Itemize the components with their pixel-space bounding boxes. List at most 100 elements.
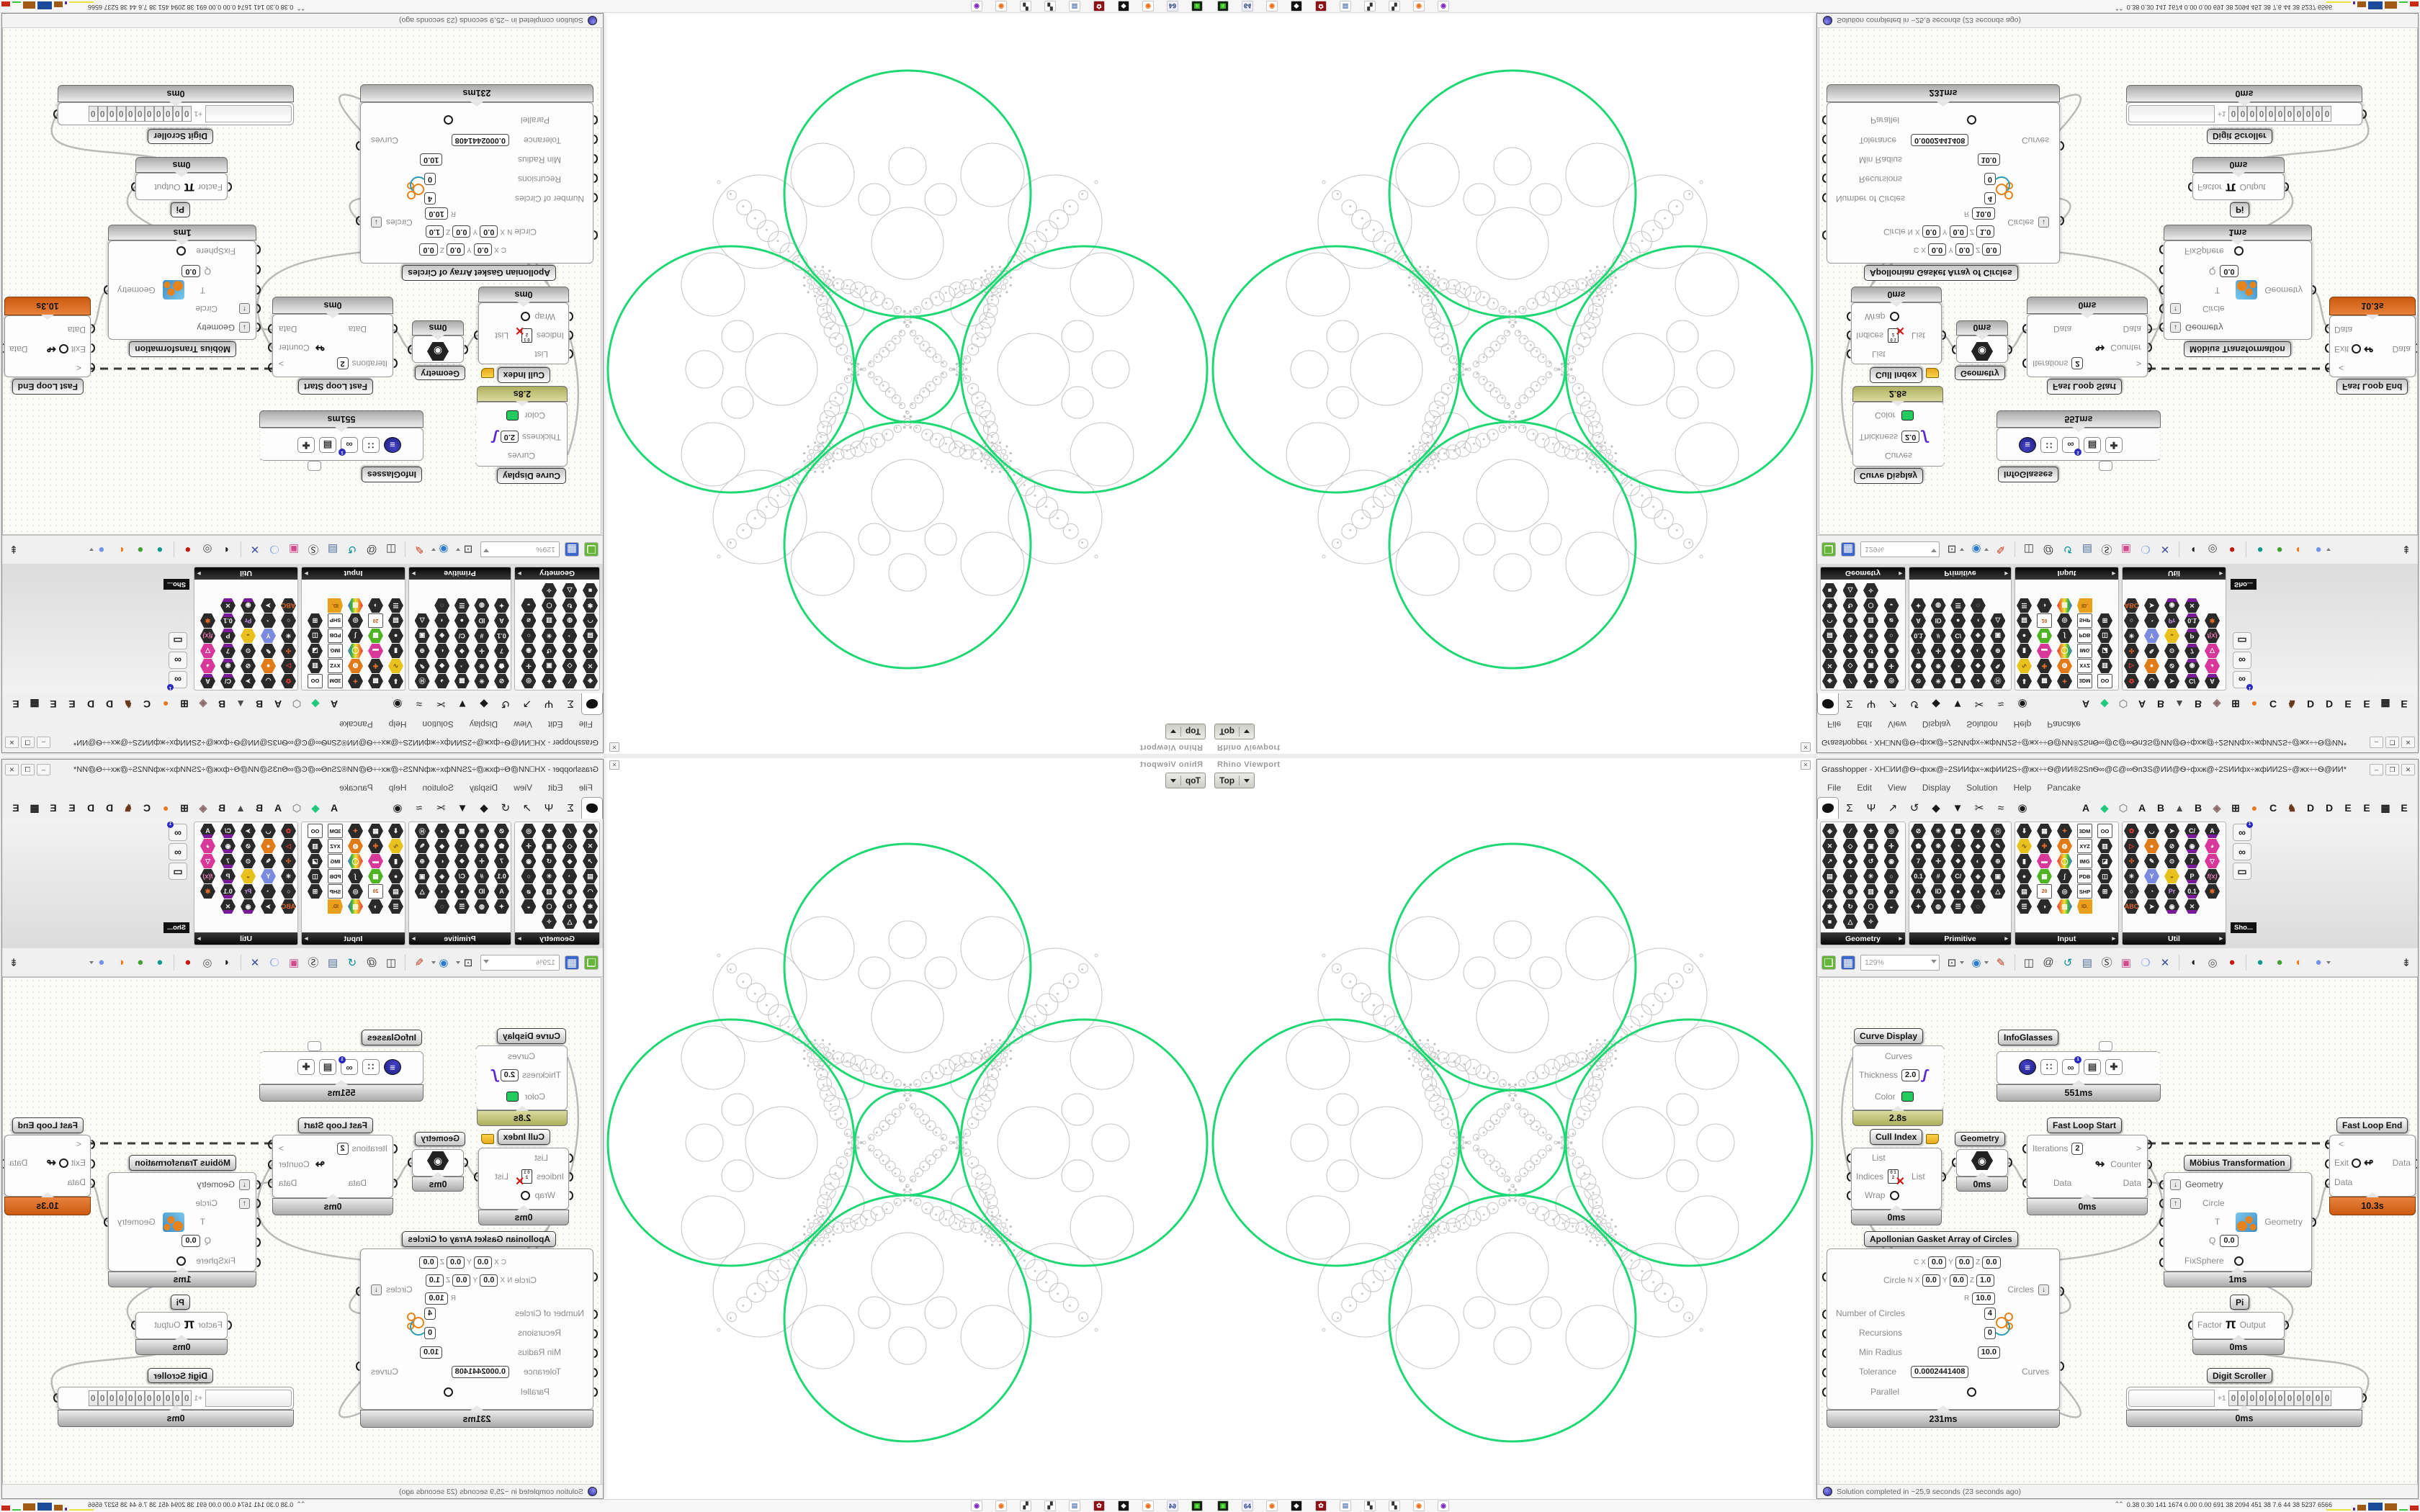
plugin-tab-8[interactable]: ⊞ (180, 801, 189, 814)
component-icon-primitive-0[interactable]: ⊘ (1911, 674, 1926, 688)
menu-help[interactable]: Help (2013, 783, 2032, 793)
component-icon-input-26[interactable]: ◑ (368, 899, 383, 914)
component-icon-primitive-19[interactable]: ▣ (415, 629, 430, 643)
menu-edit[interactable]: Edit (547, 783, 563, 793)
digit-cell-2[interactable]: 0 (163, 106, 173, 122)
sketch-quill-icon[interactable]: ✎ (1996, 956, 2006, 969)
category-tab-1[interactable]: Ψ (544, 801, 554, 814)
component-icon-geometry-5[interactable]: ◇ (1842, 839, 1858, 853)
gh-node-canvas[interactable]: Curve Display Curves Thickness 2.0 ∫ Col… (1819, 27, 2418, 535)
component-icon-util-1[interactable]: ◡ (261, 674, 276, 688)
component-icon-geometry-4[interactable]: ✕ (1822, 839, 1837, 853)
component-icon-primitive-10[interactable]: 7 (494, 854, 509, 868)
component-icon-primitive-13[interactable]: ◐ (1971, 644, 1986, 658)
component-icon-primitive-3[interactable]: ◕ (1971, 674, 1986, 688)
panel-label-util[interactable]: Util ▸ (194, 932, 297, 945)
component-icon-primitive-1[interactable]: ✳ (1930, 824, 1946, 838)
component-icon-util-18[interactable]: P (2184, 629, 2200, 643)
component-icon-geometry-24[interactable]: ■ (1822, 583, 1837, 598)
node-fast-loop-end[interactable]: < Exit ↫ Data Data (4, 315, 91, 377)
save-file-icon[interactable]: ▦ (1841, 542, 1855, 557)
digit-cell-3[interactable]: 0 (153, 106, 163, 122)
component-icon-input-16[interactable]: ▦ (2037, 629, 2052, 643)
component-icon-geometry-8[interactable]: ↗ (1822, 644, 1837, 658)
node-label-geometry[interactable]: Geometry (415, 1132, 465, 1146)
component-icon-util-28[interactable]: ✕ (220, 598, 236, 613)
component-icon-input-22[interactable]: ◎ (2057, 884, 2072, 899)
component-icon-primitive-22[interactable]: ● (1950, 613, 1966, 628)
component-icon-input-7[interactable]: ◍ (2057, 839, 2072, 853)
plugin-tab-9[interactable]: ● (2251, 698, 2258, 710)
component-icon-input-12[interactable]: ◯ (348, 854, 363, 868)
plugin-tab-16[interactable]: ▦ (2380, 698, 2390, 711)
panel-label-input[interactable]: Input ▸ (302, 932, 405, 945)
plugin-tab-3[interactable]: A (274, 802, 282, 814)
port-in-exit[interactable] (2325, 1159, 2329, 1169)
gh-titlebar[interactable]: Grasshopper - ХН⎕ИИ@Ѳ÷фхж@÷2SИИфх÷жфИИ2S… (1817, 732, 2418, 752)
component-icon-util-27[interactable]: ◉ (2164, 598, 2179, 613)
node-fast-loop-start[interactable]: Iterations 2 > ↬ Counter Data Data (2022, 1135, 2152, 1198)
node-cull-index[interactable]: List Indices 0 1 2 ✕ List Wrap (1851, 302, 1942, 364)
component-icon-util-19[interactable]: f(x) (2205, 629, 2220, 643)
component-icon-input-25[interactable]: ☰ (2017, 598, 2032, 613)
toolbar-scroll-more-icon[interactable]: ⇟ (9, 956, 19, 969)
component-icon-geometry-10[interactable]: ↺ (542, 854, 557, 868)
fixsphere-toggle[interactable] (176, 1256, 187, 1266)
component-icon-geometry-22[interactable]: ⬡ (1863, 899, 1878, 914)
digit-scroller-slider[interactable] (205, 105, 292, 122)
floppy64-icon[interactable]: 64 (1167, 1, 1178, 12)
port-in-number-of-circles[interactable] (1822, 1310, 1827, 1319)
zen-browser-icon[interactable]: ◉ (1438, 1500, 1449, 1511)
component-icon-input-12[interactable]: ◯ (2057, 854, 2072, 868)
component-icon-primitive-11[interactable]: ✛ (1930, 854, 1946, 868)
component-icon-primitive-18[interactable]: ◈ (434, 869, 449, 883)
component-icon-primitive-22[interactable]: ● (454, 613, 470, 628)
node-label-geometry[interactable]: Geometry (1955, 1132, 2005, 1146)
component-icon-input-24[interactable]: ⊞ (2097, 613, 2112, 628)
component-icon-input-26[interactable]: ◑ (2037, 899, 2052, 914)
plugin-tab-0[interactable]: A (330, 802, 339, 814)
exit-toggle[interactable] (2352, 344, 2362, 354)
component-icon-util-19[interactable]: f(x) (200, 629, 215, 643)
digit-cell-10[interactable]: 0 (2322, 1390, 2332, 1406)
node-label-fast-loop-start[interactable]: Fast Loop Start (2047, 1117, 2123, 1133)
component-icon-util-27[interactable]: ◉ (2164, 899, 2179, 914)
component-icon-input-25[interactable]: ☰ (2017, 899, 2032, 914)
node-infoglasses[interactable]: ≡ ∷ ∞ 1 ▤ ✚ (259, 428, 424, 461)
category-tab-2[interactable]: ↗ (1888, 802, 1898, 814)
component-icon-primitive-26[interactable]: ◍ (474, 899, 489, 914)
component-icon-primitive-26[interactable]: ◍ (1930, 899, 1946, 914)
component-icon-util-9[interactable]: ◕ (2205, 839, 2220, 853)
mail-at-icon[interactable]: @ (2043, 544, 2054, 556)
category-tab-7[interactable]: ≈ (1997, 698, 2004, 711)
component-icon-primitive-27[interactable]: ☰ (1950, 598, 1966, 613)
component-icon-input-8[interactable]: XYZ (2077, 659, 2092, 673)
component-icon-util-13[interactable]: 7 (2184, 854, 2200, 868)
component-icon-geometry-1[interactable]: ∕ (1842, 824, 1858, 838)
menu-solution[interactable]: Solution (1966, 783, 1998, 793)
extra-icon-0[interactable]: ∞ 1 (2233, 822, 2253, 841)
node-label-infoglasses[interactable]: InfoGlasses (1998, 467, 2059, 482)
component-icon-input-13[interactable]: IMG (2077, 644, 2092, 658)
maximize-icon[interactable]: ❐ (2385, 737, 2399, 748)
blue-sphere-icon[interactable]: ● (98, 956, 105, 968)
firefox-icon[interactable]: ◉ (1266, 1500, 1278, 1511)
component-icon-primitive-23[interactable]: ◖ (1971, 613, 1986, 628)
component-icon-geometry-2[interactable]: ✦ (1863, 674, 1878, 688)
category-tab-2[interactable]: ↗ (522, 698, 532, 710)
component-icon-primitive-27[interactable]: ☰ (454, 899, 470, 914)
node-label-mobius[interactable]: Möbius Transformation (129, 341, 236, 357)
component-icon-primitive-12[interactable]: ❖ (1950, 854, 1966, 868)
preview-icon[interactable]: ◉ (1971, 956, 1981, 969)
component-icon-util-28[interactable]: ✕ (2184, 598, 2200, 613)
plugin-tab-14[interactable]: E (2344, 698, 2352, 710)
open-file-icon[interactable]: ❏ (1821, 955, 1836, 970)
node-label-curve-display[interactable]: Curve Display (496, 468, 566, 484)
component-icon-geometry-22[interactable]: ⬡ (1863, 598, 1878, 613)
component-icon-util-18[interactable]: P (220, 869, 236, 883)
maximize-icon[interactable]: ❐ (21, 737, 35, 748)
port-in-geometry[interactable] (1952, 1158, 1956, 1167)
component-icon-util-0[interactable]: ✿ (2124, 674, 2139, 688)
